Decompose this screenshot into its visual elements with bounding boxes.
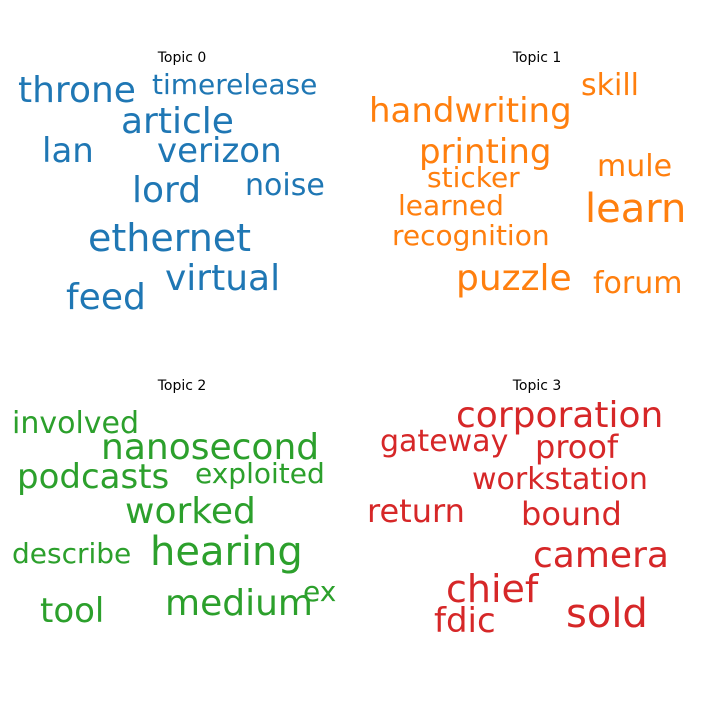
topic-2-word: worked: [125, 491, 256, 532]
topic-2-word: tool: [40, 591, 105, 631]
topic-1-word: puzzle: [456, 258, 572, 299]
topic-2-word: hearing: [150, 529, 303, 575]
topic-2-word: medium: [165, 583, 313, 624]
topic-0-word: throne: [18, 70, 136, 111]
topic-panel-0: Topic 0: [0, 50, 360, 380]
topic-1-word: learn: [585, 186, 687, 232]
topic-1-word: handwriting: [369, 91, 572, 131]
topic-1-word: mule: [597, 149, 673, 184]
topic-1-word: recognition: [392, 219, 550, 252]
topic-1-word: printing: [419, 132, 552, 172]
topic-0-word: article: [121, 101, 234, 142]
topic-panel-1: Topic 1: [360, 50, 720, 380]
topic-0-word: virtual: [165, 258, 281, 299]
topic-title: Topic 1: [512, 50, 562, 66]
topic-title: Topic 3: [512, 378, 562, 394]
topic-0-word: lan: [42, 131, 94, 171]
topic-1-word: learned: [398, 189, 504, 222]
topic-0-word: verizon: [157, 131, 282, 171]
topic-0-word: lord: [132, 170, 202, 211]
topic-title: Topic 0: [157, 50, 207, 66]
topic-2-word: ex: [303, 575, 337, 608]
topic-2-word: involved: [12, 406, 140, 441]
topic-3-word: sold: [566, 591, 648, 637]
topic-0-word: timerelease: [152, 68, 318, 101]
topic-2-word: describe: [12, 537, 132, 570]
topic-3-word: camera: [533, 535, 669, 576]
topic-3-word: return: [367, 492, 465, 530]
topic-3-word: gateway: [380, 424, 509, 459]
topic-3-word: workstation: [472, 462, 648, 497]
topic-2-word: nanosecond: [101, 427, 320, 468]
topic-3-word: bound: [521, 495, 622, 533]
topic-3-word: fdic: [434, 601, 496, 641]
topic-0-word: ethernet: [88, 216, 252, 260]
topic-0-word: noise: [245, 168, 325, 203]
topic-title: Topic 2: [157, 378, 207, 394]
topic-3-word: chief: [446, 567, 539, 611]
topic-0-word: feed: [66, 277, 146, 318]
topic-3-word: proof: [535, 428, 619, 466]
topic-1-word: sticker: [427, 161, 520, 194]
topic-3-word: corporation: [456, 395, 664, 436]
topic-2-word: podcasts: [17, 457, 170, 497]
topic-1-word: skill: [581, 68, 640, 103]
topic-1-word: forum: [593, 266, 683, 301]
topic-panel-3: Topic 3: [360, 378, 720, 708]
topic-panel-2: Topic 2: [0, 378, 360, 708]
topic-2-word: exploited: [195, 457, 325, 490]
